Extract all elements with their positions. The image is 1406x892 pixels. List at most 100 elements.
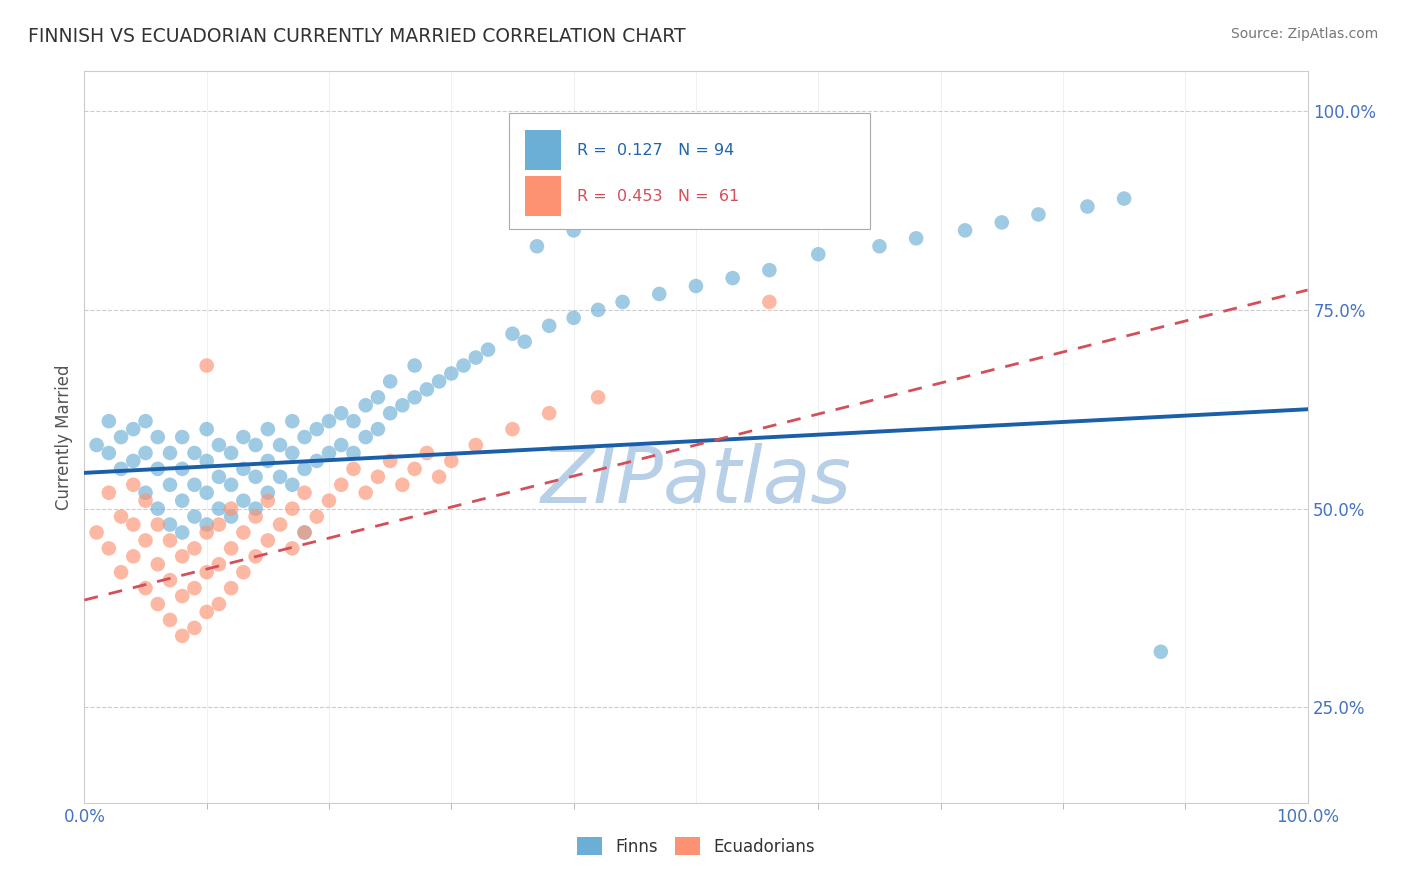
Point (97, 446, 120, 460)
Point (648, 287, 671, 301)
Point (342, 462, 364, 476)
Point (404, 462, 426, 476)
Point (172, 525, 194, 540)
Point (464, 438, 486, 452)
Point (172, 430, 194, 444)
Point (257, 454, 280, 468)
FancyBboxPatch shape (509, 113, 870, 228)
Point (380, 454, 402, 468)
Point (294, 525, 316, 540)
Point (135, 485, 157, 500)
Point (208, 558, 231, 572)
Point (257, 485, 280, 500)
Point (294, 430, 316, 444)
Point (219, 477, 242, 491)
Point (232, 462, 254, 476)
Point (208, 501, 231, 516)
Point (391, 398, 413, 412)
Point (122, 517, 145, 532)
Point (440, 367, 463, 381)
Point (110, 430, 132, 444)
Point (367, 470, 389, 484)
Point (380, 375, 402, 389)
Point (219, 446, 242, 460)
Point (612, 294, 634, 309)
Point (440, 454, 463, 468)
Point (257, 422, 280, 436)
Text: FINNISH VS ECUADORIAN CURRENTLY MARRIED CORRELATION CHART: FINNISH VS ECUADORIAN CURRENTLY MARRIED … (28, 27, 686, 45)
Point (110, 566, 132, 580)
Point (305, 509, 328, 524)
Point (318, 493, 340, 508)
Point (195, 485, 218, 500)
Point (342, 446, 364, 460)
Bar (524, 176, 561, 216)
Point (281, 501, 304, 516)
Point (1114, 192, 1136, 206)
Point (183, 581, 205, 595)
Point (538, 318, 561, 333)
Point (135, 533, 157, 548)
Point (1028, 207, 1050, 221)
Point (183, 446, 205, 460)
Point (294, 462, 316, 476)
Point (219, 541, 242, 556)
Text: ZIPatlas: ZIPatlas (540, 443, 852, 519)
Point (1150, 645, 1173, 659)
Point (159, 573, 181, 587)
Point (110, 509, 132, 524)
Point (183, 541, 205, 556)
Point (330, 406, 353, 420)
Point (416, 446, 439, 460)
Point (135, 493, 157, 508)
Point (1076, 200, 1098, 214)
Point (758, 294, 780, 309)
Point (219, 581, 242, 595)
Point (232, 566, 254, 580)
Point (146, 462, 169, 476)
Point (172, 589, 194, 603)
Point (159, 613, 181, 627)
Point (97, 485, 120, 500)
Point (208, 438, 231, 452)
Point (257, 493, 280, 508)
Point (586, 302, 609, 317)
Point (146, 517, 169, 532)
Point (146, 597, 169, 611)
Point (135, 581, 157, 595)
Point (183, 477, 205, 491)
Point (146, 501, 169, 516)
Point (318, 414, 340, 428)
Point (172, 462, 194, 476)
Point (195, 517, 218, 532)
Point (97, 541, 120, 556)
Point (953, 223, 976, 237)
Point (208, 597, 231, 611)
Point (208, 470, 231, 484)
Point (354, 398, 377, 412)
Point (354, 430, 377, 444)
Point (269, 470, 291, 484)
Point (526, 239, 548, 253)
Point (416, 383, 439, 397)
Point (427, 375, 450, 389)
Point (721, 271, 744, 285)
Point (135, 414, 157, 428)
Point (269, 438, 291, 452)
Point (232, 525, 254, 540)
Point (122, 422, 145, 436)
Point (281, 414, 304, 428)
Point (97, 414, 120, 428)
Point (354, 485, 377, 500)
Point (685, 279, 707, 293)
Point (453, 359, 475, 373)
Point (380, 406, 402, 420)
Point (513, 334, 536, 349)
Point (905, 231, 928, 245)
Point (245, 438, 267, 452)
Point (869, 239, 891, 253)
Point (502, 326, 524, 341)
Point (195, 605, 218, 619)
Point (586, 390, 609, 404)
Point (404, 359, 426, 373)
